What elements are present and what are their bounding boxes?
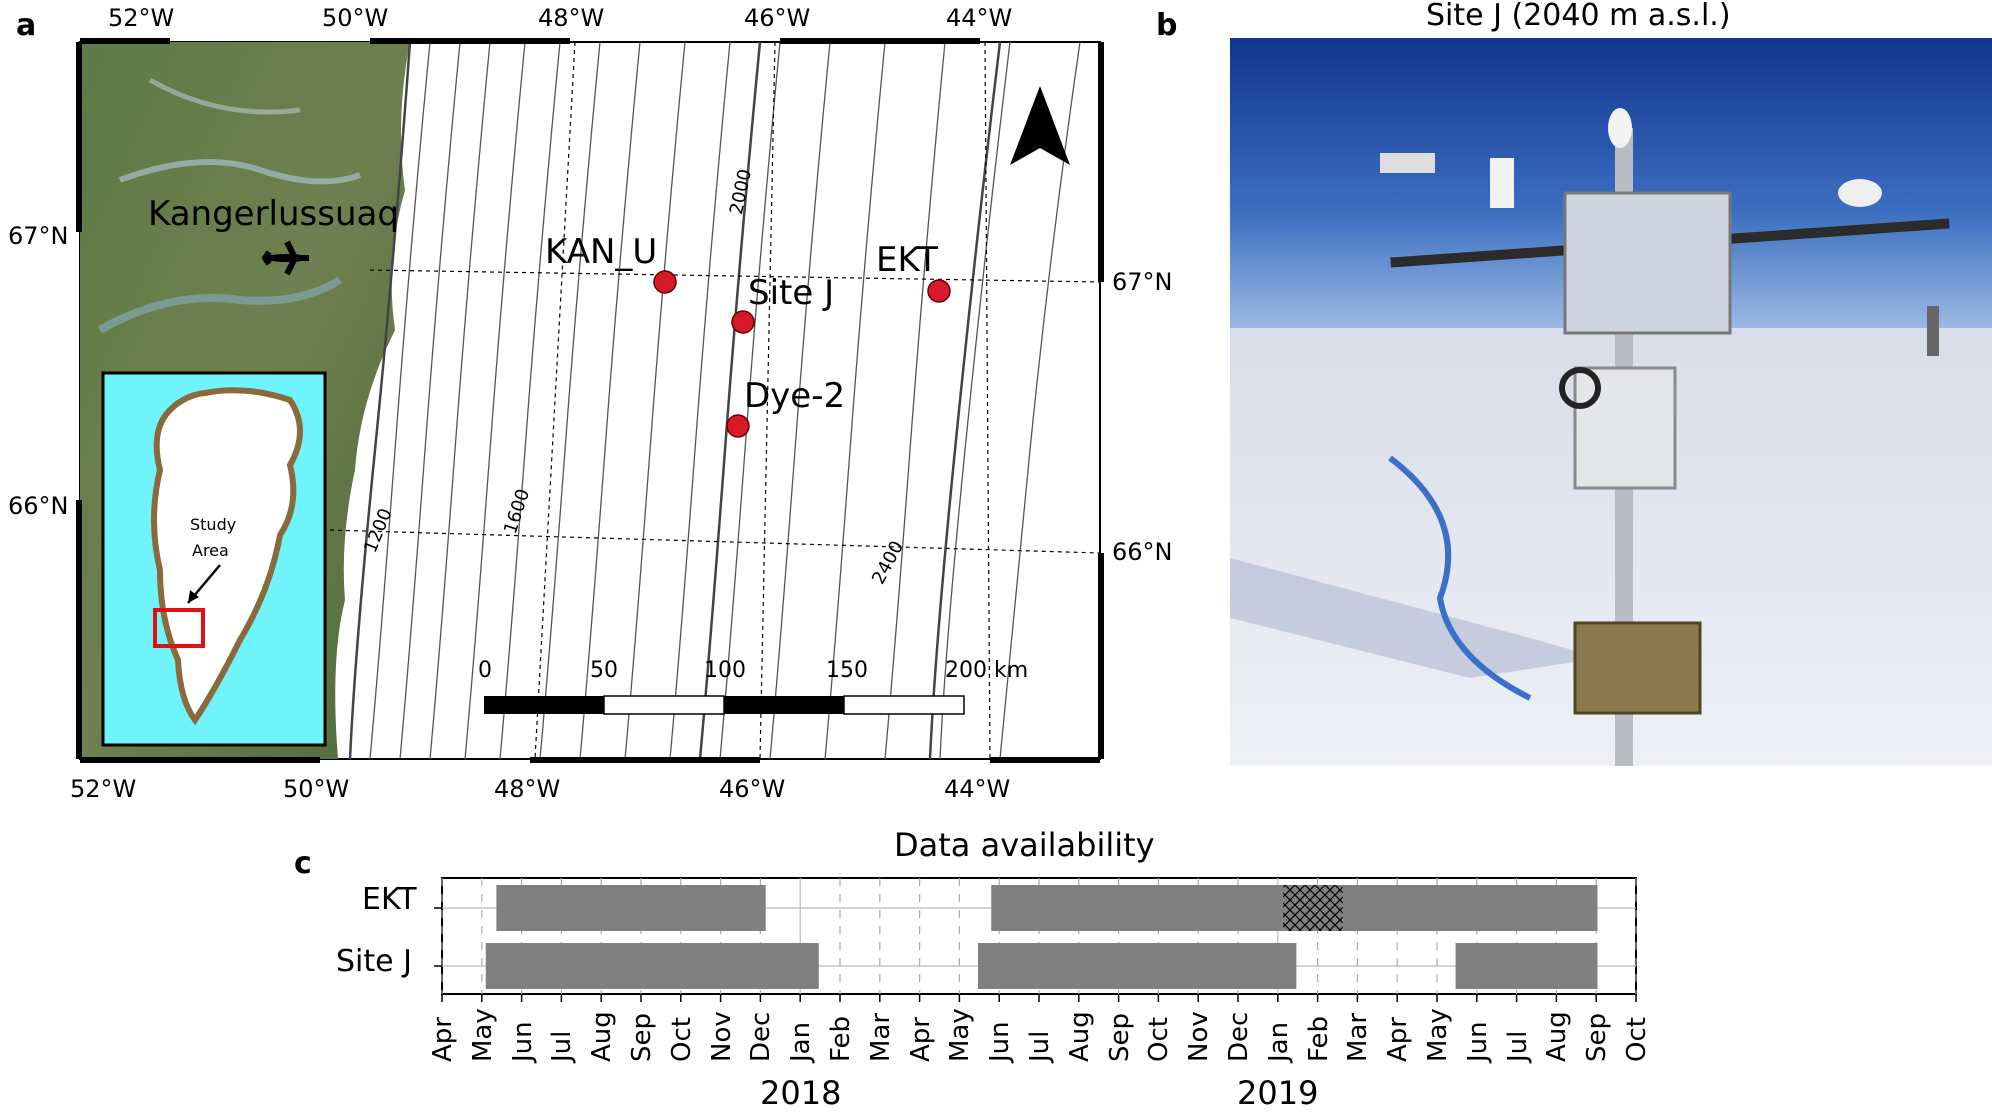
airplane-icon (262, 240, 309, 276)
month-tick-label: Apr (905, 1017, 936, 1062)
lat-label-right-2: 66°N (1112, 538, 1173, 566)
site-label-dye-2: Dye-2 (744, 376, 846, 416)
scale-label-150: 150 (826, 658, 868, 683)
month-tick-label: Feb (826, 1015, 856, 1062)
month-tick-label: Aug (587, 1011, 618, 1062)
month-tick-label: Jul (1025, 1030, 1055, 1062)
site-marker-site-j (731, 310, 755, 334)
lon-label-bottom-1: 52°W (70, 775, 137, 803)
month-tick-label: Jun (1462, 1021, 1493, 1062)
weather-station (1380, 108, 1950, 766)
lon-label-bottom-3: 48°W (494, 775, 561, 803)
site-marker-dye-2 (726, 414, 750, 438)
availability-bar (1342, 885, 1598, 931)
month-tick-label: Aug (1542, 1011, 1573, 1062)
month-tick-label: Dec (1224, 1011, 1254, 1062)
availability-bar (1455, 943, 1598, 989)
scale-label-50: 50 (590, 658, 618, 683)
site-photo (1230, 38, 1992, 766)
month-tick-label: Feb (1303, 1015, 1334, 1062)
north-arrow-icon (1010, 86, 1070, 165)
month-tick-label: Oct (666, 1017, 697, 1062)
month-tick-label: Jul (547, 1030, 578, 1062)
inset-label-area: Area (192, 541, 229, 560)
month-tick-label: Sep (1582, 1012, 1613, 1062)
month-tick-label: Oct (1622, 1017, 1652, 1062)
availability-bar (991, 885, 1284, 931)
month-tick-label: Apr (428, 1017, 458, 1062)
year-label-2018: 2018 (760, 1074, 842, 1112)
month-tick-label: Nov (1184, 1011, 1215, 1062)
month-tick-label: Nov (706, 1011, 737, 1062)
month-tick-label: Oct (1144, 1017, 1175, 1062)
map-frame-ticks (76, 38, 1104, 763)
month-tick-label: May (945, 1008, 976, 1062)
availability-bar (496, 885, 766, 931)
scale-label-200km: 200 km (945, 658, 1029, 683)
site-label-ekt: EKT (876, 240, 938, 280)
month-tick-label: Jun (985, 1021, 1016, 1062)
month-tick-label: Jan (786, 1021, 817, 1062)
lon-label-top-1: 52°W (108, 4, 175, 32)
chart-title: Data availability (894, 826, 1155, 864)
year-label-2019: 2019 (1237, 1074, 1319, 1112)
row-label-ekt: EKT (362, 882, 417, 917)
month-tick-label: Sep (1104, 1012, 1135, 1062)
row-label-site-j: Site J (336, 944, 412, 979)
panel-c-letter: c (294, 846, 312, 881)
lon-label-top-4: 46°W (744, 4, 811, 32)
panel-a-letter: a (16, 8, 37, 43)
inset-label-study: Study (190, 515, 237, 534)
scale-label-100: 100 (704, 658, 746, 683)
lat-label-right-1: 67°N (1112, 268, 1173, 296)
month-tick-label: Dec (746, 1011, 777, 1062)
lon-label-bottom-2: 50°W (283, 775, 350, 803)
site-label-kan-u: KAN_U (545, 232, 658, 272)
month-tick-label: Mar (865, 1012, 896, 1062)
town-label: Kangerlussuaq (148, 194, 399, 234)
graticule (329, 42, 1100, 759)
month-tick-label: Jan (1263, 1021, 1294, 1062)
lon-label-top-5: 44°W (946, 4, 1013, 32)
scale-bar (484, 695, 965, 715)
photo-title: Site J (2040 m a.s.l.) (1426, 0, 1731, 33)
month-tick-label: Apr (1383, 1017, 1414, 1062)
lon-label-top-3: 48°W (538, 4, 605, 32)
site-marker-kan-u (653, 270, 677, 294)
lon-label-top-2: 50°W (322, 4, 389, 32)
elevation-contours (369, 42, 1081, 759)
month-tick-label: Aug (1064, 1011, 1095, 1062)
lat-label-left-2: 66°N (8, 492, 69, 520)
site-label-site-j: Site J (748, 273, 835, 313)
month-tick-label: Jul (1502, 1030, 1533, 1062)
availability-bar (485, 943, 819, 989)
inset-map (101, 371, 327, 747)
month-tick-label: Jun (507, 1021, 538, 1062)
availability-bar (977, 943, 1297, 989)
uncertain-hatch (1283, 885, 1343, 931)
month-tick-label: Sep (627, 1012, 657, 1062)
month-tick-label: May (467, 1008, 498, 1062)
lon-label-bottom-5: 44°W (944, 775, 1011, 803)
month-tick-label: May (1423, 1008, 1453, 1062)
scale-label-0: 0 (478, 658, 492, 683)
lat-label-left-1: 67°N (8, 222, 69, 250)
study-area-box (153, 608, 205, 648)
month-tick-label: Mar (1343, 1012, 1374, 1062)
map-panel (76, 38, 1104, 763)
site-marker-ekt (927, 279, 951, 303)
panel-b-letter: b (1156, 8, 1178, 43)
lon-label-bottom-4: 46°W (719, 775, 786, 803)
